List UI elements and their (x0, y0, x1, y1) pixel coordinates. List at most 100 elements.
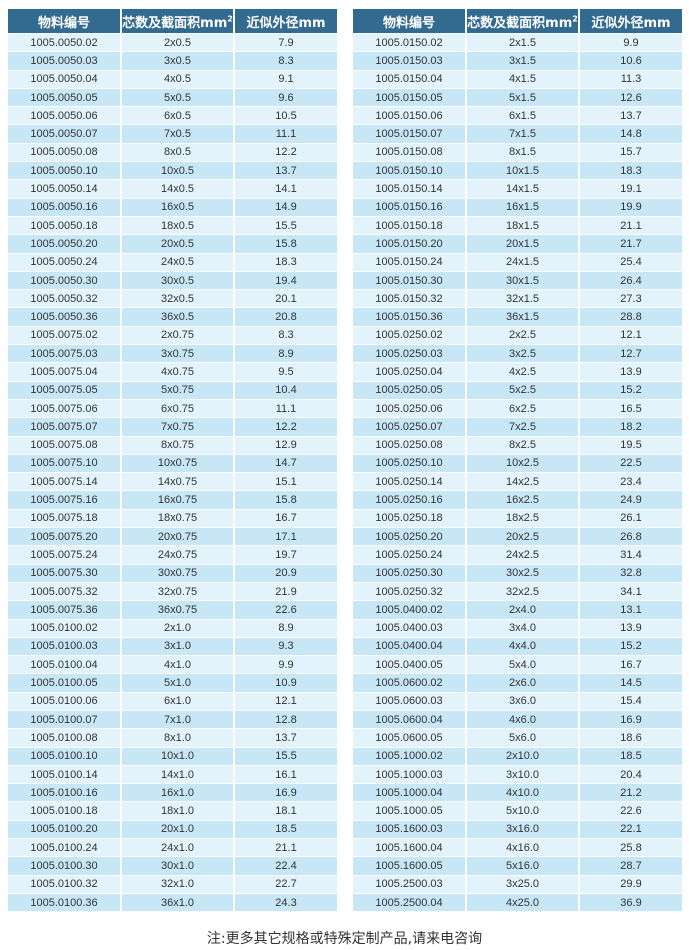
cell-spec: 6x0.75 (122, 399, 233, 418)
cell-spec: 16x0.75 (122, 491, 233, 509)
cell-spec: 2x0.75 (122, 326, 233, 345)
cell-code: 1005.0100.04 (8, 656, 120, 674)
cell-spec: 5x1.0 (122, 674, 233, 692)
cell-diameter: 8.3 (235, 52, 337, 70)
cell-diameter: 9.3 (235, 637, 337, 656)
table-row: 1005.0250.16 16x2.5 24.9 (353, 491, 682, 509)
cell-spec: 3x0.5 (122, 52, 233, 70)
cell-spec: 16x0.5 (122, 198, 233, 216)
table-row: 1005.0150.08 8x1.5 15.7 (353, 143, 682, 162)
cell-code: 1005.0075.32 (8, 582, 120, 601)
cell-code: 1005.0075.24 (8, 546, 120, 564)
cell-code: 1005.0150.18 (353, 216, 465, 235)
cell-code: 1005.2500.04 (353, 893, 465, 912)
table-row: 1005.0050.24 24x0.5 18.3 (8, 253, 337, 271)
cell-spec: 6x2.5 (467, 399, 578, 418)
cell-diameter: 31.4 (580, 546, 682, 564)
cell-code: 1005.0150.05 (353, 88, 465, 107)
cell-diameter: 16.9 (235, 784, 337, 802)
cell-diameter: 22.5 (580, 454, 682, 473)
cell-code: 1005.0250.07 (353, 418, 465, 436)
cell-diameter: 15.8 (235, 235, 337, 253)
cell-spec: 32x0.5 (122, 290, 233, 308)
table-row: 1005.0075.06 6x0.75 11.1 (8, 399, 337, 418)
cell-diameter: 21.9 (235, 582, 337, 601)
cell-spec: 20x2.5 (467, 528, 578, 546)
cell-code: 1005.0050.32 (8, 290, 120, 308)
cell-spec: 18x0.75 (122, 509, 233, 528)
cell-code: 1005.0100.08 (8, 729, 120, 747)
cell-code: 1005.0400.02 (353, 601, 465, 619)
table-row: 1005.0050.14 14x0.5 14.1 (8, 180, 337, 198)
table-row: 1005.0150.02 2x1.5 9.9 (353, 34, 682, 52)
cell-diameter: 8.3 (235, 326, 337, 345)
table-row: 1005.1600.05 5x16.0 28.7 (353, 857, 682, 875)
cell-diameter: 11.1 (235, 399, 337, 418)
cell-diameter: 7.9 (235, 34, 337, 52)
cell-diameter: 14.8 (580, 125, 682, 143)
table-row: 1005.0075.30 30x0.75 20.9 (8, 564, 337, 582)
cell-diameter: 29.9 (580, 875, 682, 893)
table-row: 1005.0100.20 20x1.0 18.5 (8, 820, 337, 839)
table-row: 1005.2500.04 4x25.0 36.9 (353, 893, 682, 912)
cell-code: 1005.0075.16 (8, 491, 120, 509)
cell-code: 1005.0050.05 (8, 88, 120, 107)
cell-code: 1005.0100.10 (8, 747, 120, 765)
header-spec-sup: 2 (227, 14, 233, 24)
cell-code: 1005.1000.04 (353, 784, 465, 802)
cell-spec: 14x1.5 (467, 180, 578, 198)
cell-code: 1005.0100.36 (8, 893, 120, 912)
cell-code: 1005.0075.05 (8, 381, 120, 399)
table-row: 1005.0075.07 7x0.75 12.2 (8, 418, 337, 436)
cell-diameter: 19.4 (235, 271, 337, 290)
cell-code: 1005.0150.04 (353, 70, 465, 88)
cell-code: 1005.0400.04 (353, 637, 465, 656)
cell-spec: 30x1.5 (467, 271, 578, 290)
table-row: 1005.0400.05 5x4.0 16.7 (353, 656, 682, 674)
cell-diameter: 8.9 (235, 619, 337, 637)
table-row: 1005.0100.30 30x1.0 22.4 (8, 857, 337, 875)
cell-spec: 10x0.5 (122, 162, 233, 180)
table-header-row: 物料编号 芯数及截面积mm2 近似外径mm (353, 9, 682, 33)
cell-spec: 7x2.5 (467, 418, 578, 436)
table-row: 1005.0050.07 7x0.5 11.1 (8, 125, 337, 143)
table-row: 1005.0150.20 20x1.5 21.7 (353, 235, 682, 253)
cell-code: 1005.0100.03 (8, 637, 120, 656)
cell-code: 1005.0075.36 (8, 601, 120, 619)
cell-diameter: 12.2 (235, 143, 337, 162)
cell-spec: 3x2.5 (467, 345, 578, 363)
table-row: 1005.0100.10 10x1.0 15.5 (8, 747, 337, 765)
cell-code: 1005.0150.06 (353, 107, 465, 125)
table-row: 1005.0250.10 10x2.5 22.5 (353, 454, 682, 473)
table-row: 1005.0100.04 4x1.0 9.9 (8, 656, 337, 674)
cell-diameter: 21.7 (580, 235, 682, 253)
cell-diameter: 15.4 (580, 692, 682, 710)
cell-spec: 14x1.0 (122, 765, 233, 784)
cell-diameter: 18.6 (580, 729, 682, 747)
table-row: 1005.0250.20 20x2.5 26.8 (353, 528, 682, 546)
cell-spec: 6x0.5 (122, 107, 233, 125)
cell-code: 1005.0100.20 (8, 820, 120, 839)
cell-diameter: 18.3 (580, 162, 682, 180)
cell-diameter: 15.5 (235, 216, 337, 235)
table-row: 1005.0100.08 8x1.0 13.7 (8, 729, 337, 747)
cell-spec: 7x1.0 (122, 710, 233, 729)
cell-spec: 36x0.75 (122, 601, 233, 619)
table-row: 1005.0250.18 18x2.5 26.1 (353, 509, 682, 528)
cell-code: 1005.0150.10 (353, 162, 465, 180)
cell-spec: 30x0.75 (122, 564, 233, 582)
header-spec: 芯数及截面积mm2 (122, 9, 233, 33)
table-row: 1005.0150.07 7x1.5 14.8 (353, 125, 682, 143)
cell-diameter: 10.9 (235, 674, 337, 692)
table-row: 1005.0075.08 8x0.75 12.9 (8, 436, 337, 454)
cell-code: 1005.0100.02 (8, 619, 120, 637)
cell-spec: 16x1.5 (467, 198, 578, 216)
cell-code: 1005.0050.03 (8, 52, 120, 70)
cell-code: 1005.0075.07 (8, 418, 120, 436)
cell-spec: 20x1.0 (122, 820, 233, 839)
cell-spec: 3x1.5 (467, 52, 578, 70)
cell-spec: 36x1.5 (467, 308, 578, 326)
cell-diameter: 9.9 (580, 34, 682, 52)
cell-diameter: 19.5 (580, 436, 682, 454)
cell-spec: 2x10.0 (467, 747, 578, 765)
